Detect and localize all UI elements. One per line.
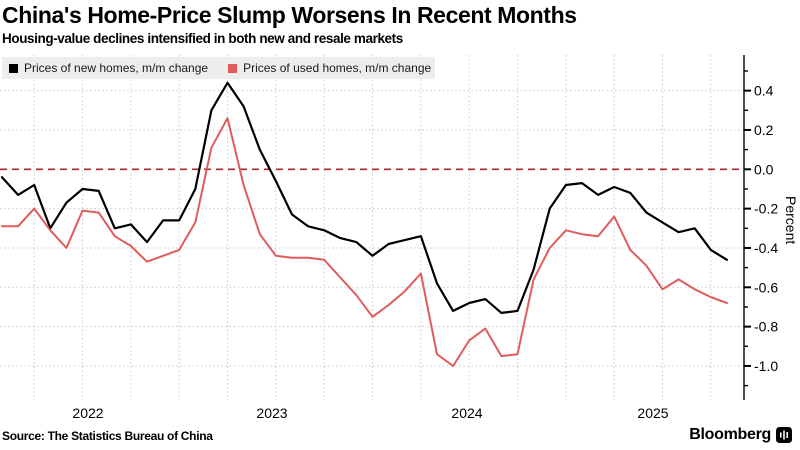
bloomberg-logo: Bloomberg [689,426,792,444]
svg-text:-0.8: -0.8 [754,319,778,335]
svg-text:0.0: 0.0 [754,161,774,177]
legend-swatch-new-homes [9,63,18,73]
series-line-1 [1,117,728,367]
source-note: Source: The Statistics Bureau of China [2,429,213,443]
y-gridlines [0,90,744,367]
svg-text:-0.4: -0.4 [754,240,778,256]
y-tick-labels: 0.4 0.2 0.0 -0.2 -0.4 -0.6 -0.8 -1.0 [754,83,778,374]
legend: Prices of new homes, m/m change Prices o… [2,57,435,79]
x-gridlines [33,55,712,400]
svg-text:2022: 2022 [72,405,103,421]
legend-label-used-homes: Prices of used homes, m/m change [243,61,432,75]
y-ticks [744,70,751,387]
legend-item-new-homes: Prices of new homes, m/m change [9,61,208,75]
legend-label-new-homes: Prices of new homes, m/m change [24,61,209,75]
chart-title: China's Home-Price Slump Worsens In Rece… [2,2,577,28]
chart-subtitle: Housing-value declines intensified in bo… [2,31,403,46]
svg-text:-0.2: -0.2 [754,201,778,217]
legend-item-used-homes: Prices of used homes, m/m change [228,61,431,75]
series-line-0 [0,81,729,314]
svg-text:2023: 2023 [256,405,287,421]
x-tick-labels: 2022 2023 2024 2025 [72,405,668,421]
svg-text:2024: 2024 [451,405,482,421]
svg-text:-0.6: -0.6 [754,279,778,295]
svg-text:2025: 2025 [637,405,668,421]
svg-text:0.2: 0.2 [754,122,774,138]
legend-swatch-used-homes [228,63,238,73]
svg-text:-1.0: -1.0 [754,358,778,374]
svg-text:0.4: 0.4 [754,83,774,99]
bloomberg-mark-icon [776,427,792,443]
bloomberg-wordmark: Bloomberg [689,426,771,443]
y-axis-title: Percent [783,196,799,244]
